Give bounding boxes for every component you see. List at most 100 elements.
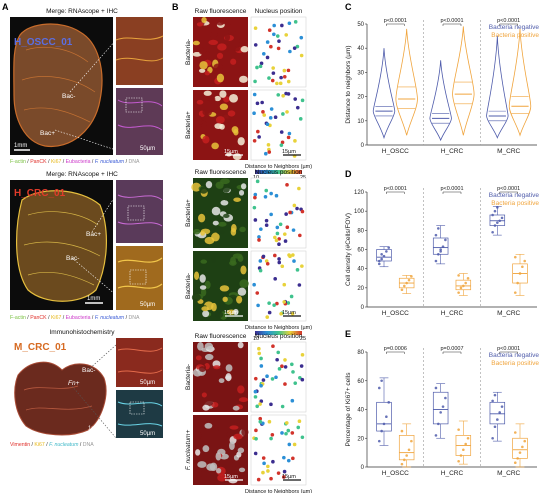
nucleus-dot (300, 435, 305, 440)
h-crc-inset-top-box (127, 205, 145, 221)
stain-legend-item: / (47, 315, 51, 321)
m-crc-inset-scale-label-bottom: 50µm (140, 431, 155, 437)
m-crc-inset-top (116, 338, 163, 387)
cell-blob (193, 228, 201, 235)
cell-blob (202, 404, 210, 411)
data-point (405, 454, 408, 457)
nucleus-position-header: Nucleus position (255, 8, 303, 15)
cell-blob (233, 433, 243, 440)
data-point (493, 425, 497, 429)
x-tick-label: H_OSCC (382, 310, 409, 317)
data-point (491, 436, 494, 440)
nucleus-dot (253, 218, 258, 222)
cell-blob (214, 123, 223, 129)
panel-a-row-1-header: Merge: RNAscope + IHC (46, 8, 118, 15)
nucleus-dot (280, 264, 285, 269)
x-tick-label: H_OSCC (382, 148, 409, 155)
nucleus-dot (273, 115, 278, 120)
nucleus-dot (286, 68, 291, 73)
nucleus-dot (253, 192, 258, 197)
data-point (387, 246, 391, 249)
h-oscc-inset-top-texture (115, 35, 164, 62)
p-value-label: p<0.0001 (497, 346, 520, 352)
data-point (462, 284, 465, 288)
nucleus-dot (290, 431, 295, 435)
panel-e: E 0 20 40 60 80 Percentage of Ki67+ cells H_OS… (345, 329, 539, 477)
x-tick-label: M_CRC (497, 148, 520, 155)
nucleus-position-map (250, 89, 307, 161)
significance-bracket (386, 351, 405, 354)
data-point (439, 411, 442, 414)
stain-legend-item: Eubacteria (66, 315, 91, 321)
nucleus-dot (272, 23, 276, 28)
cell-blob (231, 462, 237, 467)
data-point (400, 462, 404, 466)
nucleus-dot (266, 143, 271, 147)
nucleus-dot (259, 356, 263, 361)
panel-a-row-2: Merge: RNAscope + IHC H_CRC_01 Bac+ Bac-… (10, 171, 163, 321)
nucleus-dot (284, 431, 288, 436)
nucleus-dot (285, 183, 289, 187)
nucleus-dot (253, 451, 258, 456)
data-point (457, 459, 460, 463)
cell-blob (239, 75, 248, 83)
nucleus-dot (300, 377, 305, 382)
h-crc-inset-bottom-box (129, 269, 147, 285)
cell-blob (238, 189, 245, 196)
cell-blob (241, 372, 248, 380)
nucleus-dot (253, 195, 257, 200)
significance-bracket (499, 351, 518, 354)
stain-legend-item: / (26, 159, 30, 165)
cell-blob (191, 293, 201, 302)
data-point (459, 454, 463, 457)
nucleus-dot (280, 404, 285, 409)
nucleus-dot (269, 107, 274, 111)
stain-legend-item: / (61, 315, 65, 321)
cell-blob (231, 126, 239, 134)
nucleus-dot (293, 139, 297, 143)
cell-blob (237, 137, 245, 146)
nucleus-dot (252, 111, 256, 116)
cell-blob (225, 373, 232, 382)
h-crc-inset-bottom-texture (117, 257, 163, 289)
stain-legend-item: DNA (83, 442, 94, 448)
cell-blob (225, 364, 233, 372)
h-oscc-inset-box (125, 97, 143, 113)
nucleus-dot (261, 378, 266, 382)
data-point (444, 396, 447, 400)
nucleus-dot (287, 21, 292, 26)
nucleus-dot (293, 381, 298, 385)
nucleus-dot (287, 442, 292, 447)
nucleus-position-header: Nucleus position (255, 333, 303, 340)
cell-blob (211, 255, 217, 263)
x-tick-label: H_OSCC (382, 470, 409, 477)
cell-blob (230, 223, 237, 233)
stain-legend-item: PanCK (30, 159, 47, 165)
nucleus-dot (271, 344, 275, 349)
stain-legend-item: F-actin (10, 159, 26, 165)
cell-blob (208, 39, 219, 46)
nucleus-dot (276, 93, 281, 97)
nucleus-dot (267, 419, 272, 424)
nucleus-dot (276, 350, 281, 355)
nucleus-dot (255, 101, 260, 106)
nucleus-dot (275, 357, 279, 362)
m-crc-bac-minus-label: Bac- (82, 367, 95, 374)
cell-blob (192, 52, 202, 57)
nucleus-dot (293, 97, 298, 101)
nucleus-dot (298, 117, 303, 121)
nucleus-dot (279, 130, 284, 134)
nucleus-dot (277, 39, 281, 43)
nucleus-dot (300, 209, 305, 214)
nucleus-dot (277, 242, 281, 247)
nucleus-dot (283, 365, 288, 369)
data-point (382, 254, 386, 258)
nucleus-dot (274, 375, 278, 380)
data-point (380, 257, 383, 261)
nucleus-dot (283, 382, 287, 386)
nucleus-dot (273, 277, 277, 281)
nucleus-dot (298, 233, 302, 238)
legend-entry: Bacteria negative (489, 192, 540, 199)
nucleus-dot (253, 43, 258, 47)
